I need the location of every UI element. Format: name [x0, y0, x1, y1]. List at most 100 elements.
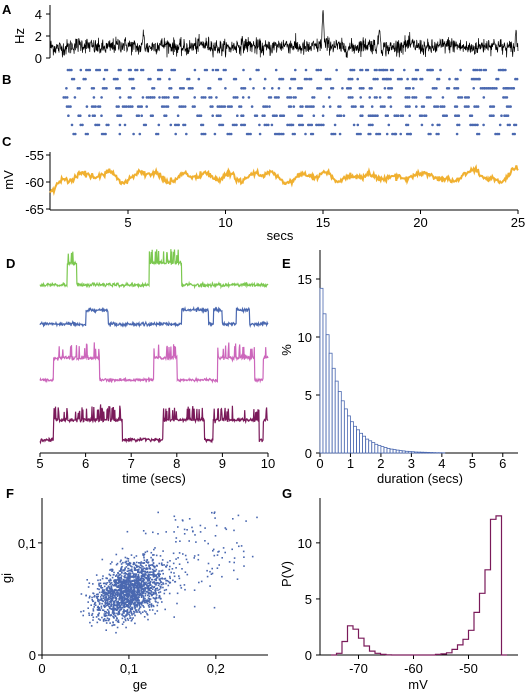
panel-f-point — [185, 558, 188, 561]
panel-f-point — [111, 593, 114, 595]
panel-b-spike — [387, 123, 391, 127]
panel-f-point — [134, 564, 137, 566]
panel-f-point — [115, 563, 118, 566]
panel-b-spike — [187, 77, 191, 81]
panel-f-point — [151, 564, 154, 567]
panel-b-spike — [65, 105, 69, 108]
panel-f-point — [131, 614, 133, 616]
panel-f-point — [115, 619, 117, 622]
panel-f-point — [109, 591, 111, 594]
panel-f-point — [109, 583, 111, 586]
panel-f-point — [170, 571, 172, 574]
panel-b-spike — [96, 68, 100, 72]
panel-f-point — [224, 551, 226, 554]
panel-b-spike — [361, 105, 365, 108]
panel-c-ylabel: mV — [1, 170, 16, 190]
panel-b-spike — [161, 96, 164, 99]
panel-b-spike — [241, 114, 245, 117]
panel-f-point — [151, 578, 153, 581]
panel-f-point — [98, 608, 101, 611]
panel-a-rate-series — [49, 10, 519, 58]
panel-f-point — [213, 554, 216, 557]
panel-f-point — [154, 591, 157, 593]
panel-f-point — [173, 515, 176, 518]
panel-f-point — [119, 584, 121, 586]
panel-b-spike — [312, 96, 316, 99]
panel-f-point — [160, 597, 162, 600]
panel-f-point — [115, 579, 117, 581]
panel-f-point — [123, 602, 126, 604]
panel-b-spike — [482, 123, 485, 127]
panel-f-point — [122, 600, 124, 602]
panel-f-point — [124, 619, 127, 622]
panel-b-spike — [498, 123, 502, 127]
panel-b-spike — [416, 68, 420, 72]
panel-f-point — [110, 600, 112, 603]
panel-f-point — [135, 604, 137, 606]
panel-f-point — [154, 588, 157, 590]
panel-f-point — [113, 603, 116, 606]
panel-g-xtick-label: -60 — [404, 661, 423, 676]
panel-f-point — [191, 526, 193, 529]
panel-b-spike — [166, 105, 170, 108]
panel-f-point — [124, 603, 126, 606]
panel-b-spike — [374, 114, 378, 117]
panel-f-point — [168, 592, 171, 595]
panel-f-point — [98, 603, 101, 605]
panel-f-point — [142, 530, 145, 532]
panel-b-spike — [431, 68, 435, 72]
panel-f-point — [87, 586, 90, 588]
panel-f-point — [173, 575, 176, 578]
panel-f-point — [143, 581, 145, 584]
panel-f-point — [133, 567, 136, 570]
panel-b-spike — [349, 77, 352, 81]
panel-b-spike — [389, 96, 392, 99]
panel-f-point — [101, 616, 103, 619]
panel-b-spike — [100, 132, 104, 136]
panel-f-point — [110, 597, 113, 600]
panel-b-spike — [70, 68, 73, 72]
panel-b-spike — [91, 114, 95, 117]
panel-f-point — [104, 615, 106, 617]
panel-b-spike — [509, 105, 512, 108]
panel-f-point — [124, 603, 127, 605]
panel-b-spike — [367, 114, 371, 117]
panel-f-point — [121, 623, 124, 625]
panel-f-point — [142, 599, 145, 601]
panel-b-spike — [499, 68, 503, 72]
panel-f-point — [132, 585, 135, 588]
panel-b-spike — [145, 105, 148, 108]
panel-f-point — [134, 582, 136, 584]
panel-f-point — [155, 597, 158, 599]
panel-e-bar — [380, 446, 385, 454]
panel-f-point — [138, 590, 141, 592]
panel-f-point — [218, 564, 220, 566]
panel-f-point — [147, 580, 149, 582]
panel-f-point — [144, 568, 147, 570]
panel-f-point — [109, 593, 112, 595]
panel-f-point — [120, 608, 123, 611]
panel-b-spike — [265, 105, 269, 108]
panel-b-spike — [277, 87, 281, 90]
panel-f-point — [103, 597, 105, 600]
panel-f-point — [116, 626, 119, 629]
panel-f-point — [127, 590, 130, 593]
panel-f-point — [123, 599, 125, 601]
panel-b-spike — [115, 87, 118, 90]
panel-f-point — [192, 530, 194, 532]
panel-b-spike — [504, 114, 508, 117]
panel-f-point — [162, 582, 164, 584]
panel-f-point — [137, 573, 140, 576]
panel-b-spike — [414, 68, 418, 72]
panel-b-spike — [515, 77, 519, 81]
panel-b-spike — [177, 123, 180, 127]
panel-b-spike — [164, 114, 168, 117]
panel-f-point — [115, 589, 117, 592]
panel-f-point — [141, 569, 144, 571]
panel-f-point — [211, 567, 213, 570]
panel-f-point — [97, 614, 99, 616]
panel-b-spike — [226, 105, 230, 108]
panel-b-spike — [127, 105, 130, 108]
panel-f-point — [92, 619, 94, 621]
panel-b-spike — [311, 132, 315, 136]
